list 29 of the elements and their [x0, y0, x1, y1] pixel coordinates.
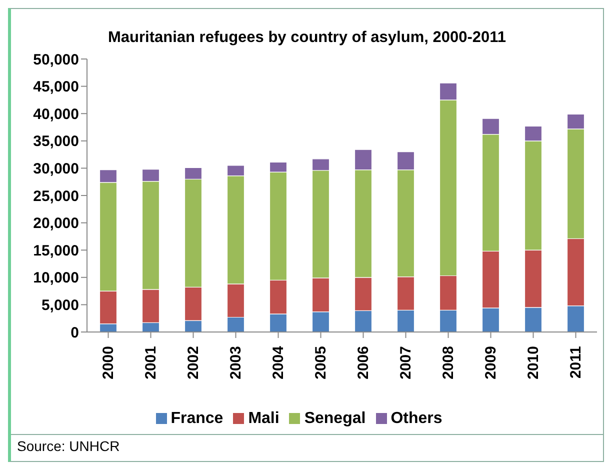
- x-tick-label: 2006: [354, 346, 372, 380]
- x-tick-label: 2003: [227, 346, 244, 380]
- x-tick-label: 2002: [184, 346, 202, 380]
- legend-label: France: [170, 410, 224, 427]
- legend-label: Mali: [248, 410, 280, 427]
- y-tick-label: 20,000: [33, 215, 79, 232]
- x-tick-label: 2004: [270, 345, 287, 380]
- y-tick-label: 0: [70, 324, 79, 342]
- y-tick-label: 10,000: [33, 270, 79, 287]
- y-tick-label: 30,000: [33, 160, 79, 178]
- x-tick-label: 2000: [100, 346, 117, 380]
- legend-label: Senegal: [304, 410, 366, 427]
- y-tick-label: 25,000: [33, 188, 79, 205]
- source-note: Source: UNHCR: [17, 438, 120, 454]
- y-tick-label: 45,000: [33, 78, 79, 96]
- x-tick-label: 2008: [440, 346, 457, 380]
- y-tick-label: 5,000: [41, 297, 79, 314]
- x-tick-label: 2005: [312, 346, 330, 380]
- chart-title: Mauritanian refugees by country of asylum, 2000-2011: [107, 29, 507, 48]
- y-tick-label: 40,000: [33, 106, 79, 123]
- x-tick-label: 2007: [397, 346, 414, 380]
- x-tick-label: 2001: [142, 346, 160, 380]
- y-tick-label: 50,000: [33, 51, 79, 68]
- x-tick-label: 2011: [567, 346, 584, 379]
- legend-label: Others: [390, 410, 442, 427]
- y-tick-label: 35,000: [33, 133, 79, 150]
- x-tick-label: 2009: [482, 346, 500, 380]
- x-tick-label: 2010: [524, 346, 542, 380]
- y-tick-label: 15,000: [33, 242, 79, 260]
